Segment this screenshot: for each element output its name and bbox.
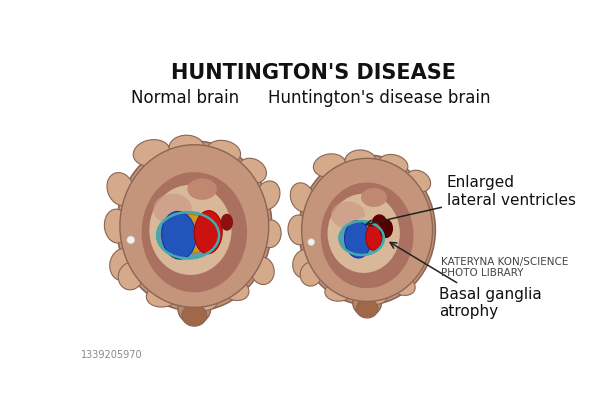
Ellipse shape xyxy=(366,223,382,250)
Ellipse shape xyxy=(186,289,218,311)
Ellipse shape xyxy=(256,181,280,210)
Ellipse shape xyxy=(325,281,355,301)
Ellipse shape xyxy=(308,239,315,246)
Ellipse shape xyxy=(360,286,388,304)
Ellipse shape xyxy=(178,295,211,324)
Ellipse shape xyxy=(345,221,371,258)
Ellipse shape xyxy=(356,299,378,318)
Ellipse shape xyxy=(162,211,196,259)
Ellipse shape xyxy=(169,211,227,265)
Ellipse shape xyxy=(194,211,222,254)
Ellipse shape xyxy=(379,219,393,238)
Text: Basal ganglia
atrophy: Basal ganglia atrophy xyxy=(390,242,542,319)
Ellipse shape xyxy=(345,150,376,172)
Ellipse shape xyxy=(221,214,233,231)
Ellipse shape xyxy=(361,188,387,207)
Ellipse shape xyxy=(149,185,231,275)
Text: Normal brain: Normal brain xyxy=(131,89,239,107)
Text: KATERYNA KON/SCIENCE
PHOTO LIBRARY: KATERYNA KON/SCIENCE PHOTO LIBRARY xyxy=(441,257,568,278)
Ellipse shape xyxy=(327,194,400,273)
Ellipse shape xyxy=(290,183,315,212)
Ellipse shape xyxy=(120,145,269,307)
Ellipse shape xyxy=(345,223,381,250)
Ellipse shape xyxy=(251,257,274,284)
Ellipse shape xyxy=(340,221,384,255)
Ellipse shape xyxy=(321,182,414,288)
Ellipse shape xyxy=(146,284,181,307)
Ellipse shape xyxy=(169,135,204,160)
Ellipse shape xyxy=(118,262,143,290)
Ellipse shape xyxy=(239,158,266,183)
Ellipse shape xyxy=(157,212,219,258)
Ellipse shape xyxy=(207,140,241,164)
Ellipse shape xyxy=(293,250,316,278)
Ellipse shape xyxy=(141,172,247,292)
Text: 1339205970: 1339205970 xyxy=(81,350,143,360)
Ellipse shape xyxy=(353,290,381,316)
Ellipse shape xyxy=(110,248,136,281)
Ellipse shape xyxy=(331,202,365,228)
Ellipse shape xyxy=(182,305,207,326)
Ellipse shape xyxy=(187,178,217,200)
Ellipse shape xyxy=(313,154,346,177)
Text: Enlarged
lateral ventricles: Enlarged lateral ventricles xyxy=(366,175,576,226)
Ellipse shape xyxy=(107,173,135,206)
Ellipse shape xyxy=(105,209,129,243)
Ellipse shape xyxy=(153,194,192,224)
Ellipse shape xyxy=(165,215,215,253)
Ellipse shape xyxy=(167,173,214,202)
Ellipse shape xyxy=(406,170,431,192)
Ellipse shape xyxy=(378,155,408,175)
Ellipse shape xyxy=(127,236,135,244)
Text: HUNTINGTON'S DISEASE: HUNTINGTON'S DISEASE xyxy=(171,63,456,83)
Ellipse shape xyxy=(371,214,387,235)
Ellipse shape xyxy=(288,215,310,245)
Ellipse shape xyxy=(300,262,322,286)
Ellipse shape xyxy=(343,183,384,209)
Ellipse shape xyxy=(259,220,281,248)
Ellipse shape xyxy=(390,275,415,295)
Ellipse shape xyxy=(345,216,396,264)
Text: Huntington's disease brain: Huntington's disease brain xyxy=(267,89,490,107)
Ellipse shape xyxy=(302,158,433,302)
Ellipse shape xyxy=(133,140,170,166)
Ellipse shape xyxy=(117,141,272,311)
Ellipse shape xyxy=(299,155,435,305)
Ellipse shape xyxy=(220,278,249,301)
